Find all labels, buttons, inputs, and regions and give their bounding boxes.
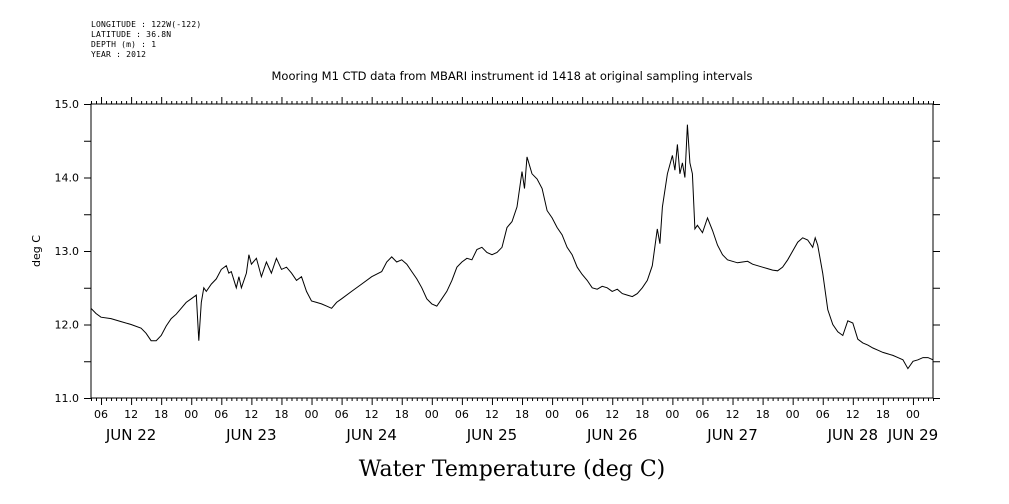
location-metadata: LONGITUDE : 122W(-122) LATITUDE : 36.8N … [91, 20, 201, 60]
latitude-label: LATITUDE : 36.8N [91, 30, 172, 39]
water-temperature-line [90, 124, 934, 370]
x-hour-label: 18 [154, 408, 168, 421]
x-hour-label: 12 [605, 408, 619, 421]
x-hour-label: 06 [94, 408, 108, 421]
x-axis-label: Water Temperature (deg C) [359, 457, 666, 482]
x-day-label: JUN 24 [345, 426, 396, 444]
x-hour-label: 06 [816, 408, 830, 421]
x-hour-label: 18 [756, 408, 770, 421]
y-tick-label: 12.0 [55, 319, 80, 332]
x-day-labels: JUN 22 JUN 23 JUN 24 JUN 25 JUN 26 JUN 27 JUN … [105, 426, 938, 444]
x-hour-label: 06 [335, 408, 349, 421]
y-tick-label: 14.0 [55, 172, 80, 185]
plot-frame [90, 103, 934, 399]
x-hour-label: 00 [906, 408, 920, 421]
x-day-label: JUN 22 [105, 426, 156, 444]
x-hour-label: 18 [274, 408, 288, 421]
x-hour-label: 00 [545, 408, 559, 421]
x-hour-label: 12 [365, 408, 379, 421]
x-hour-label: 00 [184, 408, 198, 421]
x-hour-label: 00 [305, 408, 319, 421]
x-hour-label: 12 [726, 408, 740, 421]
axis-ticks [84, 97, 940, 405]
y-tick-labels: 11.0 12.0 13.0 14.0 15.0 [55, 98, 80, 405]
x-hour-label: 18 [876, 408, 890, 421]
x-day-label: JUN 29 [887, 426, 938, 444]
x-hour-label: 06 [575, 408, 589, 421]
y-tick-label: 11.0 [55, 392, 80, 405]
x-hour-label: 06 [455, 408, 469, 421]
longitude-label: LONGITUDE : 122W(-122) [91, 20, 202, 29]
y-tick-label: 13.0 [55, 245, 80, 258]
x-hour-label: 18 [635, 408, 649, 421]
x-hour-label: 06 [214, 408, 228, 421]
x-day-label: JUN 25 [466, 426, 517, 444]
x-hour-tick-labels: 06 12 18 00 06 12 18 00 06 12 18 00 06 12 18 00 06 12 18 00… [94, 408, 920, 421]
y-axis-label: deg C [30, 235, 43, 267]
x-hour-label: 12 [244, 408, 258, 421]
x-hour-label: 00 [425, 408, 439, 421]
x-day-label: JUN 28 [827, 426, 878, 444]
year-label: YEAR : 2012 [91, 50, 147, 59]
x-hour-label: 00 [786, 408, 800, 421]
depth-label: DEPTH (m) : 1 [91, 40, 157, 49]
x-hour-label: 18 [515, 408, 529, 421]
y-tick-label: 15.0 [55, 98, 80, 111]
x-hour-label: 18 [395, 408, 409, 421]
x-hour-label: 12 [485, 408, 499, 421]
x-hour-label: 00 [665, 408, 679, 421]
x-day-label: JUN 27 [706, 426, 757, 444]
x-day-label: JUN 26 [586, 426, 637, 444]
x-hour-label: 12 [124, 408, 138, 421]
x-day-label: JUN 23 [225, 426, 276, 444]
x-hour-label: 06 [695, 408, 709, 421]
x-hour-label: 12 [846, 408, 860, 421]
chart-title: Mooring M1 CTD data from MBARI instrumen… [272, 69, 753, 83]
